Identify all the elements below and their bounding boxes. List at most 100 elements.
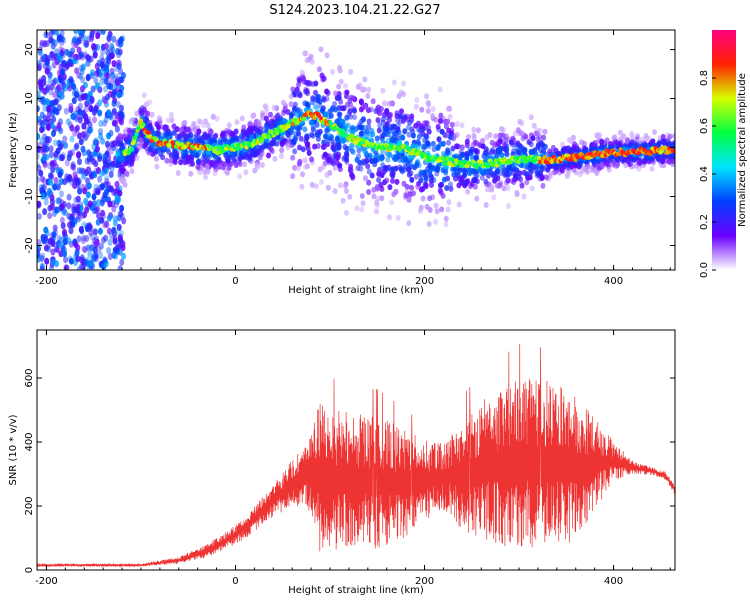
spectrogram-cell	[439, 181, 444, 188]
spectrogram-ridge-cell	[479, 159, 484, 165]
spectrogram-cell	[93, 77, 99, 84]
spectrogram-cell	[55, 183, 61, 191]
spectrogram-ridge-cell	[328, 120, 333, 125]
spectrogram-ridge-cell	[471, 159, 476, 164]
snr-plot	[37, 343, 675, 568]
spectrogram-cell	[108, 78, 114, 85]
spectrogram-cell	[401, 80, 406, 87]
spectrogram-y-tick-label: -10	[24, 188, 35, 204]
spectrogram-cell	[403, 156, 408, 163]
spectrogram-cell	[430, 106, 436, 112]
spectrogram-cell	[101, 153, 107, 161]
spectrogram-cell	[37, 200, 42, 208]
spectrogram-cell	[97, 99, 103, 107]
spectrogram-cell	[631, 156, 637, 163]
spectrogram-cell	[467, 146, 473, 153]
spectrogram-cell	[53, 98, 59, 106]
spectrogram-cell	[188, 170, 194, 177]
spectrogram-cell	[248, 128, 254, 135]
spectrogram-cell	[196, 128, 202, 135]
spectrogram-cell	[339, 105, 345, 112]
spectrogram-cell	[174, 133, 180, 140]
spectrogram-cell	[372, 157, 378, 164]
spectrogram-cell	[74, 113, 80, 121]
spectrogram-cell	[86, 182, 92, 190]
spectrogram-cell	[481, 153, 487, 160]
spectrogram-cell	[264, 109, 270, 116]
spectrogram-cell	[266, 143, 272, 150]
spectrogram-cell	[514, 189, 520, 196]
spectrogram-cell	[37, 78, 43, 86]
spectrogram-cell	[418, 177, 424, 184]
spectrogram-cell	[105, 48, 111, 56]
chart-title: S124.2023.104.21.22.G27	[269, 3, 440, 18]
spectrogram-cell	[82, 39, 88, 47]
spectrogram-cell	[85, 225, 90, 233]
spectrogram-cell	[285, 109, 291, 115]
spectrogram-cell	[90, 43, 96, 50]
spectrogram-cell	[37, 48, 43, 56]
spectrogram-cell	[409, 176, 415, 183]
spectrogram-cell	[114, 73, 120, 81]
spectrogram-cell	[406, 220, 412, 227]
spectrogram-cell	[67, 84, 73, 92]
spectrogram-cell	[44, 67, 50, 75]
spectrogram-cell	[81, 149, 87, 157]
spectrogram-cell	[337, 67, 343, 74]
spectrogram-cell	[109, 165, 115, 173]
spectrogram-cell	[114, 125, 120, 133]
spectrogram-cell	[443, 132, 449, 139]
spectrogram-cell	[379, 172, 385, 179]
spectrogram-cell	[625, 158, 631, 165]
spectrogram-cell	[189, 160, 195, 167]
spectrogram-cell	[138, 109, 144, 116]
spectrogram-cell	[436, 136, 442, 143]
spectrogram-cell	[435, 144, 441, 151]
spectrogram-cell	[661, 153, 667, 160]
spectrogram-cell	[332, 101, 338, 107]
spectrogram-cell	[530, 135, 536, 142]
spectrogram-cell	[424, 93, 429, 100]
spectrogram-cell	[618, 139, 624, 146]
spectrogram-cell	[99, 199, 105, 207]
spectrogram-cell	[599, 162, 605, 168]
spectrogram-cell	[456, 201, 462, 208]
spectrogram-cell	[117, 41, 123, 48]
spectrogram-cell	[336, 94, 342, 101]
spectrogram-cell	[39, 175, 45, 183]
spectrogram-cell	[292, 135, 298, 142]
spectrogram-cell	[288, 93, 294, 100]
spectrogram-cell	[62, 178, 68, 186]
spectrogram-cell	[123, 160, 129, 167]
spectrogram-ridge-cell	[141, 122, 146, 127]
spectrogram-cell	[280, 135, 286, 142]
spectrogram-cell	[271, 104, 277, 111]
spectrogram-cell	[369, 158, 375, 164]
spectrogram-ridge-cell	[286, 124, 291, 129]
spectrogram-cell	[424, 203, 430, 210]
spectrogram-cell	[115, 79, 121, 87]
spectrogram-cell	[104, 221, 110, 229]
spectrogram-cell	[547, 171, 553, 177]
spectrogram-cell	[111, 35, 117, 43]
spectrogram-cell	[46, 105, 52, 113]
spectrogram-cell	[196, 118, 202, 125]
spectrogram-cell	[84, 206, 90, 214]
spectrogram-cell	[99, 78, 105, 86]
spectrogram-cell	[81, 221, 87, 229]
spectrogram-cell	[474, 152, 480, 159]
spectrogram-cell	[370, 98, 376, 105]
spectrogram-cell	[358, 165, 364, 172]
spectrogram-cell	[37, 176, 40, 184]
spectrogram-axes: -200 0 200 400 -20 -10 0 10 20	[24, 30, 675, 287]
spectrogram-cell	[121, 142, 127, 149]
spectrogram-cell	[517, 149, 522, 156]
spectrogram-cell	[81, 245, 87, 253]
spectrogram-cell	[332, 188, 338, 195]
spectrogram-cell	[252, 151, 258, 158]
spectrogram-cell	[74, 142, 80, 150]
spectrogram-cell	[78, 51, 84, 59]
spectrogram-cell	[341, 137, 347, 144]
spectrogram-cell	[667, 133, 673, 140]
spectrogram-cell	[130, 116, 136, 123]
